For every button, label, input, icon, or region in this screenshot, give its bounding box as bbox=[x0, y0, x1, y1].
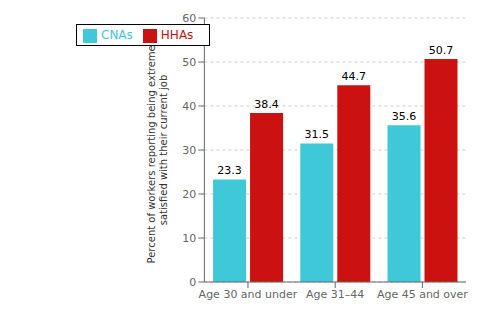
svg-text:60: 60 bbox=[182, 12, 196, 25]
html-text:HHAs: HHAs bbox=[160, 28, 194, 42]
svg-text:Age 30 and under: Age 30 and under bbox=[199, 288, 298, 301]
svg-text:Percent of workers reporting b: Percent of workers reporting being extre… bbox=[146, 36, 169, 263]
svg-text:44.7: 44.7 bbox=[342, 70, 367, 83]
svg-text:40: 40 bbox=[182, 100, 196, 113]
svg-text:20: 20 bbox=[182, 188, 196, 201]
svg-text:0: 0 bbox=[189, 276, 196, 289]
svg-text:38.4: 38.4 bbox=[254, 98, 279, 111]
svg-text:50.7: 50.7 bbox=[429, 44, 454, 57]
svg-text:31.5: 31.5 bbox=[305, 128, 330, 141]
svg-text:35.6: 35.6 bbox=[392, 110, 417, 123]
svg-text:23.3: 23.3 bbox=[217, 164, 242, 177]
svg-text:Age 31–44: Age 31–44 bbox=[306, 288, 364, 301]
svg-text:Age 45 and over: Age 45 and over bbox=[377, 288, 468, 301]
svg-text:30: 30 bbox=[182, 144, 196, 157]
svg-text:50: 50 bbox=[182, 56, 196, 69]
html-text:CNAs: CNAs bbox=[101, 28, 133, 42]
svg-text:10: 10 bbox=[182, 232, 196, 245]
